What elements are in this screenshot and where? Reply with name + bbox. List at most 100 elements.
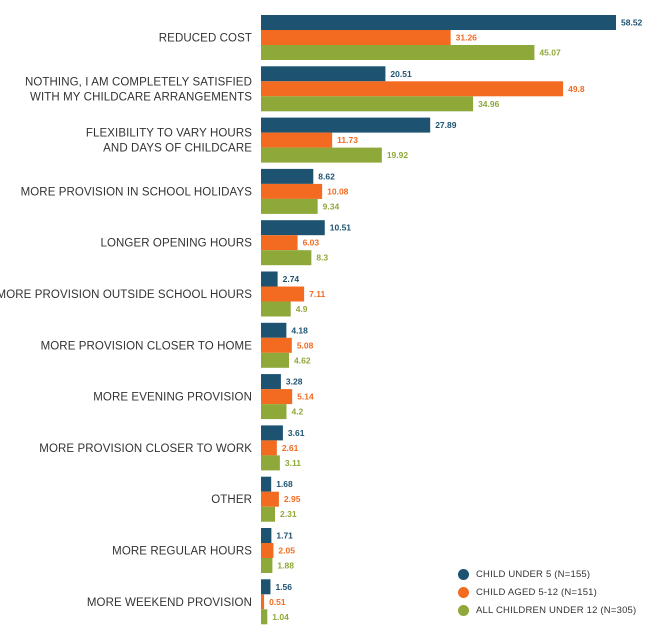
category-label-line: MORE PROVISION CLOSER TO HOME bbox=[41, 340, 253, 352]
bar bbox=[261, 117, 431, 133]
category-group: MORE PROVISION IN SCHOOL HOLIDAYS 8.62 10.… bbox=[21, 168, 349, 214]
bar bbox=[261, 579, 271, 595]
data-label: 34.96 bbox=[478, 99, 500, 109]
data-label: 1.88 bbox=[277, 561, 294, 571]
data-label: 2.95 bbox=[284, 494, 301, 504]
legend-label: CHILD AGED 5-12 (N=151) bbox=[476, 586, 598, 598]
data-label: 4.62 bbox=[294, 355, 311, 365]
category-label-line: NOTHING, I AM COMPLETELY SATISFIED bbox=[25, 76, 252, 88]
category-label: LONGER OPENING HOURS bbox=[100, 238, 252, 250]
category-group: FLEXIBILITY TO VARY HOURS AND DAYS OF CHI… bbox=[86, 117, 457, 163]
bar bbox=[261, 594, 265, 610]
data-label: 19.92 bbox=[387, 150, 409, 160]
bar bbox=[261, 286, 305, 302]
bar bbox=[261, 66, 386, 82]
category-label-line: MORE REGULAR HOURS bbox=[112, 546, 252, 558]
data-label: 10.08 bbox=[327, 186, 349, 196]
data-label: 10.51 bbox=[330, 223, 352, 233]
data-label: 11.73 bbox=[337, 135, 358, 145]
bar bbox=[261, 455, 280, 471]
data-label: 4.9 bbox=[296, 304, 308, 314]
bar bbox=[261, 220, 325, 236]
data-label: 2.61 bbox=[282, 443, 299, 453]
category-group: MORE PROVISION CLOSER TO HOME 4.18 5.08 4.6… bbox=[41, 322, 314, 368]
bar bbox=[261, 147, 382, 163]
data-label: 2.05 bbox=[278, 546, 295, 556]
data-label: 0.51 bbox=[269, 597, 286, 607]
bar bbox=[261, 198, 318, 214]
data-label: 6.03 bbox=[303, 238, 320, 248]
data-label: 7.11 bbox=[309, 289, 325, 299]
category-label: MORE WEEKEND PROVISION bbox=[87, 597, 252, 609]
bar bbox=[261, 271, 278, 287]
category-group: OTHER 1.68 2.95 2.31 bbox=[211, 476, 301, 522]
bar bbox=[261, 609, 268, 625]
bar bbox=[261, 543, 274, 558]
legend-label: CHILD UNDER 5 (N=155) bbox=[476, 568, 591, 580]
legend-label: ALL CHILDREN UNDER 12 (N=305) bbox=[476, 604, 637, 616]
bar bbox=[261, 337, 292, 353]
bar bbox=[261, 389, 293, 405]
data-label: 3.28 bbox=[286, 377, 303, 387]
data-label: 2.31 bbox=[280, 509, 297, 519]
category-label: FLEXIBILITY TO VARY HOURS AND DAYS OF CHI… bbox=[86, 128, 252, 155]
category-label-line: FLEXIBILITY TO VARY HOURS bbox=[86, 128, 252, 140]
category-group: REDUCED COST 58.52 31.26 45.07 bbox=[159, 15, 643, 60]
category-label: MORE REGULAR HOURS bbox=[112, 546, 252, 558]
bar bbox=[261, 183, 323, 199]
category-label-line: MORE EVENING PROVISION bbox=[93, 392, 252, 404]
category-group: MORE EVENING PROVISION 3.28 5.14 4.2 bbox=[93, 374, 314, 420]
data-label: 1.71 bbox=[276, 531, 293, 541]
legend-item: ALL CHILDREN UNDER 12 (N=305) bbox=[458, 601, 636, 619]
bar bbox=[261, 81, 564, 97]
category-label: MORE PROVISION OUTSIDE SCHOOL HOURS bbox=[0, 289, 252, 301]
bar bbox=[261, 404, 287, 420]
data-label: 27.89 bbox=[435, 120, 457, 130]
data-label: 5.08 bbox=[297, 340, 314, 350]
bar bbox=[261, 96, 474, 112]
category-label-line: AND DAYS OF CHILDCARE bbox=[103, 143, 252, 155]
bar bbox=[261, 476, 272, 492]
bar bbox=[261, 491, 279, 507]
category-label-line: LONGER OPENING HOURS bbox=[100, 238, 252, 250]
data-label: 45.07 bbox=[539, 48, 561, 58]
bar bbox=[261, 374, 281, 390]
data-label: 4.18 bbox=[291, 325, 308, 335]
data-label: 8.62 bbox=[318, 171, 335, 181]
data-label: 3.11 bbox=[285, 458, 301, 468]
category-label: OTHER bbox=[211, 494, 252, 506]
data-label: 1.56 bbox=[275, 582, 292, 592]
category-label: REDUCED COST bbox=[159, 33, 252, 45]
legend-item: CHILD AGED 5-12 (N=151) bbox=[458, 583, 636, 601]
category-label-line: MORE PROVISION CLOSER TO WORK bbox=[39, 443, 252, 455]
data-label: 58.52 bbox=[621, 18, 643, 28]
category-label-line: MORE PROVISION OUTSIDE SCHOOL HOURS bbox=[0, 289, 252, 301]
bar bbox=[261, 425, 283, 441]
category-label: MORE EVENING PROVISION bbox=[93, 392, 252, 404]
category-group: MORE PROVISION OUTSIDE SCHOOL HOURS 2.74 7… bbox=[0, 271, 325, 317]
bar bbox=[261, 322, 287, 338]
bar bbox=[261, 15, 616, 30]
data-label: 4.2 bbox=[291, 407, 303, 417]
category-label-line: WITH MY CHILDCARE ARRANGEMENTS bbox=[30, 91, 252, 103]
bar bbox=[261, 352, 290, 368]
data-label: 1.04 bbox=[272, 612, 289, 622]
bar bbox=[261, 235, 298, 251]
category-label: MORE PROVISION CLOSER TO WORK bbox=[39, 443, 252, 455]
data-label: 8.3 bbox=[316, 253, 328, 263]
category-label-line: MORE WEEKEND PROVISION bbox=[87, 597, 252, 609]
legend-swatch-icon bbox=[458, 568, 469, 580]
bar bbox=[261, 168, 314, 184]
bar bbox=[261, 301, 291, 317]
category-label-line: MORE PROVISION IN SCHOOL HOLIDAYS bbox=[21, 186, 253, 198]
category-label-line: REDUCED COST bbox=[159, 33, 252, 45]
bar bbox=[261, 250, 312, 266]
bar bbox=[261, 440, 277, 456]
legend-swatch-icon bbox=[458, 586, 469, 598]
data-label: 20.51 bbox=[390, 69, 412, 79]
category-group: NOTHING, I AM COMPLETELY SATISFIED WITH M… bbox=[25, 66, 585, 112]
category-group: MORE WEEKEND PROVISION 1.56 0.51 1.04 bbox=[87, 579, 292, 625]
data-label: 49.8 bbox=[568, 84, 585, 94]
category-label-line: OTHER bbox=[211, 494, 252, 506]
